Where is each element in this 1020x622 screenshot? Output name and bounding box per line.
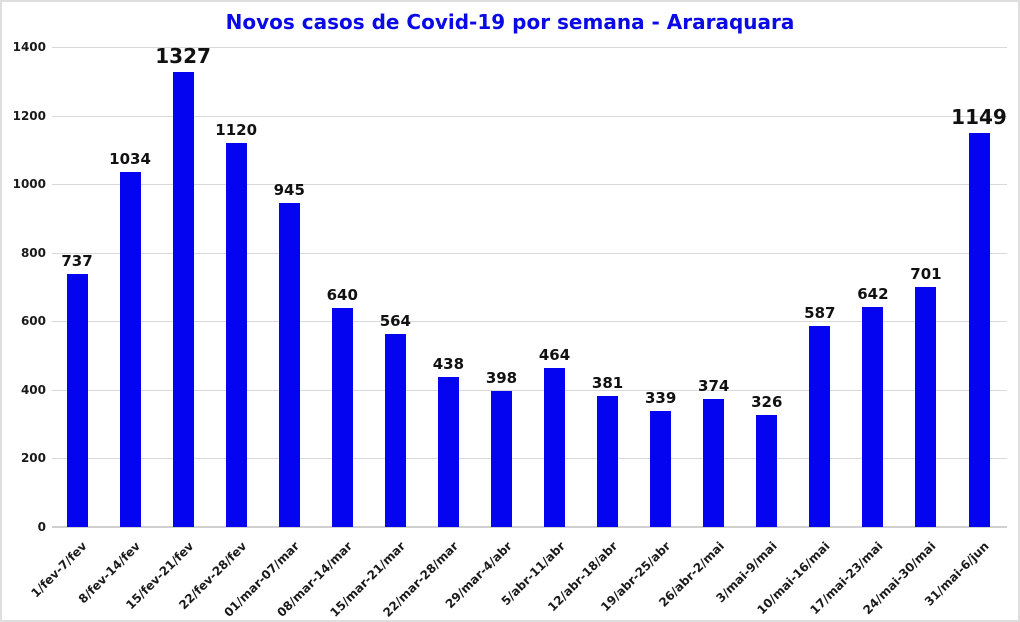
bar <box>809 325 831 527</box>
gridline <box>52 47 1007 48</box>
bar-value-label: 640 <box>326 285 358 304</box>
bar-value-label: 564 <box>379 311 411 330</box>
bar <box>862 306 884 527</box>
bar <box>650 410 672 527</box>
x-axis-line <box>52 526 1007 528</box>
bar <box>756 415 778 527</box>
bar-value-label: 339 <box>644 388 677 407</box>
bar-value-label: 642 <box>857 284 889 303</box>
y-axis-label: 800 <box>20 245 46 260</box>
y-axis-label: 1400 <box>12 40 46 54</box>
bar-value-label: 464 <box>538 345 571 364</box>
y-axis-label: 600 <box>20 314 46 329</box>
bar-value-label: 701 <box>910 264 942 283</box>
y-axis-label: 200 <box>20 451 46 466</box>
bar-value-label: 381 <box>591 374 624 393</box>
chart-title: Novos casos de Covid-19 por semana - Ara… <box>225 10 795 34</box>
bar-value-label: 374 <box>698 376 730 395</box>
bar-value-label: 1327 <box>155 44 211 69</box>
bar <box>119 172 141 527</box>
gridline <box>52 458 1007 460</box>
y-axis-label: 400 <box>20 382 46 397</box>
gridline <box>52 321 1007 323</box>
bar-value-label: 1034 <box>109 150 151 169</box>
y-axis-label: 1000 <box>12 177 46 192</box>
bar <box>544 367 566 527</box>
bar-value-label: 398 <box>485 368 518 387</box>
bar <box>331 307 353 527</box>
bar-value-label: 438 <box>432 354 465 373</box>
bar <box>172 72 194 527</box>
bar-value-label: 1149 <box>951 105 1007 130</box>
bar-value-label: 587 <box>804 303 836 322</box>
gridline <box>52 115 1007 117</box>
bar-value-label: 945 <box>273 181 305 199</box>
y-axis-label: 0 <box>37 520 46 534</box>
bar <box>490 390 512 527</box>
bar-value-label: 1120 <box>215 121 258 139</box>
bar <box>915 286 937 527</box>
bar <box>225 143 247 527</box>
bar <box>597 396 619 527</box>
bar <box>66 274 88 527</box>
gridline <box>52 252 1007 254</box>
bar <box>384 333 406 527</box>
gridline <box>52 184 1007 186</box>
bar <box>968 133 990 527</box>
y-axis-label: 1200 <box>12 108 46 123</box>
bar <box>278 203 300 527</box>
bar <box>703 398 725 527</box>
bar <box>437 376 459 527</box>
bar-value-label: 326 <box>751 393 783 412</box>
gridline <box>52 389 1007 391</box>
bar-value-label: 737 <box>61 252 93 271</box>
